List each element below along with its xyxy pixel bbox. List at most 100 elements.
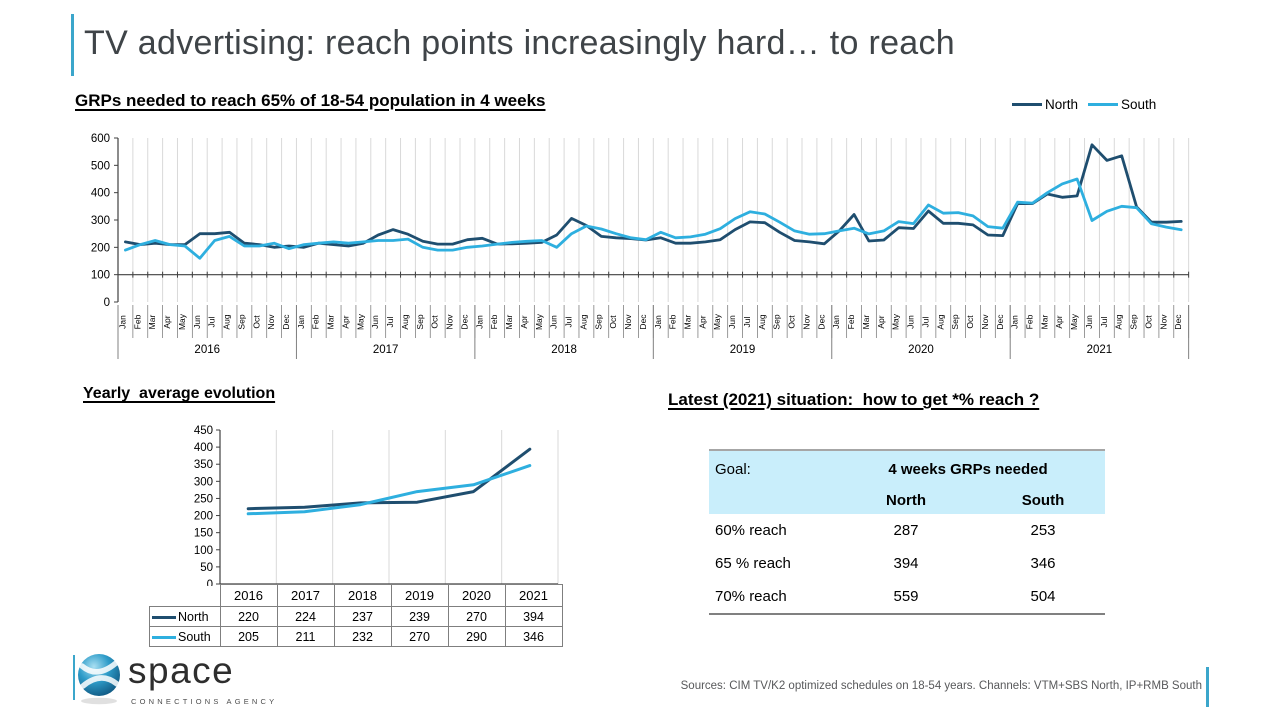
month-label: Jul <box>1099 316 1109 327</box>
month-label: May <box>177 313 187 330</box>
reach-table-goal-label: Goal: <box>715 461 751 478</box>
month-label: Sep <box>593 314 603 329</box>
yearly-heading: Yearly average evolution <box>83 385 276 402</box>
reach-row-label: 70% reach <box>715 588 787 605</box>
month-label: Oct <box>608 315 618 329</box>
month-label: Feb <box>132 314 142 329</box>
yearly-table-legend-cell: North <box>149 606 221 627</box>
month-label: Sep <box>950 314 960 329</box>
legend-label: South <box>1121 97 1157 112</box>
month-label: May <box>534 313 544 330</box>
month-label: Dec <box>995 314 1005 330</box>
month-label: Feb <box>1025 314 1035 329</box>
yearly-table-year-cell: 2021 <box>504 584 563 607</box>
month-label: Dec <box>638 314 648 330</box>
month-label: Jun <box>1084 315 1094 329</box>
month-label: Dec <box>816 314 826 330</box>
yearly-table-value-cell: 232 <box>333 626 392 647</box>
logo-subtitle: CONNECTIONS AGENCY <box>131 697 278 706</box>
legend-item-north: North <box>1012 97 1078 112</box>
month-label: Jun <box>549 315 559 329</box>
year-label: 2020 <box>908 344 934 356</box>
reach-table-row: 65 % reach 394 346 <box>709 547 1105 580</box>
reach-row-south-value: 253 <box>1030 522 1056 539</box>
month-label: Jul <box>207 316 217 327</box>
month-label: Aug <box>222 314 232 329</box>
y-axis-label: 0 <box>104 297 110 309</box>
yearly-table-year-cell: 2016 <box>219 584 278 607</box>
yearly-table-value-cell: 346 <box>504 626 563 647</box>
month-label: Apr <box>1054 315 1064 328</box>
year-label: 2016 <box>194 344 220 356</box>
month-label: Aug <box>935 314 945 329</box>
logo-wordmark: space <box>128 650 235 691</box>
y-axis-label: 500 <box>91 160 110 172</box>
month-label: Oct <box>787 315 797 329</box>
yearly-table: 2016 2017 2018 2019 2020 2021 North 220 224 237 23… <box>149 584 563 647</box>
month-label: Oct <box>251 315 261 329</box>
page-title: TV advertising: reach points increasingl… <box>84 24 955 62</box>
series-line-south <box>124 177 1183 260</box>
yearly-table-year-cell: 2017 <box>276 584 335 607</box>
month-label: Mar <box>147 315 157 330</box>
month-label: May <box>1069 313 1079 330</box>
reach-table-grps-header: 4 weeks GRPs needed <box>888 461 1048 478</box>
reach-table-col-south: South <box>1021 491 1065 509</box>
month-label: Jul <box>564 316 574 327</box>
month-label: Dec <box>1173 314 1183 330</box>
series-line-south <box>246 464 532 516</box>
y-axis-label: 300 <box>91 215 110 227</box>
month-label: Jun <box>727 315 737 329</box>
month-label: Apr <box>340 315 350 328</box>
table-legend-south-line <box>152 635 176 639</box>
reach-table-col-north: North <box>886 491 926 509</box>
yearly-table-value-cell: 239 <box>390 606 449 627</box>
month-label: Sep <box>236 314 246 329</box>
month-label: May <box>891 313 901 330</box>
month-label: Mar <box>504 315 514 330</box>
yearly-table-value-cell: 270 <box>447 606 506 627</box>
year-label: 2019 <box>730 344 756 356</box>
month-label: Jan <box>653 315 663 329</box>
yearly-table-year-cell: 2019 <box>390 584 449 607</box>
yearly-table-row-north: North 220 224 237 239 270 394 <box>149 606 563 627</box>
yearly-table-value-cell: 290 <box>447 626 506 647</box>
yearly-average-chart: 0 50 100 150 200 250 300 350 400 450 <box>170 424 570 591</box>
yearly-table-value-cell: 237 <box>333 606 392 627</box>
month-label: Oct <box>1143 315 1153 329</box>
reach-table-row: 60% reach 287 253 <box>709 514 1105 547</box>
y-axis-label: 600 <box>91 133 110 145</box>
yearly-table-year-cell: 2018 <box>333 584 392 607</box>
month-label: Jun <box>192 315 202 329</box>
logo-accent-bar <box>73 655 75 700</box>
month-label: Nov <box>801 314 811 330</box>
yearly-table-value-cell: 211 <box>276 626 335 647</box>
month-label: Aug <box>400 314 410 329</box>
y-axis-label: 350 <box>194 459 213 471</box>
year-label: 2017 <box>373 344 399 356</box>
main-chart-legend: North South <box>1012 97 1156 112</box>
month-label: Aug <box>1114 314 1124 329</box>
reach-row-label: 65 % reach <box>715 555 791 572</box>
yearly-table-corner-cell <box>150 585 221 607</box>
month-label: Jul <box>385 316 395 327</box>
month-label: Apr <box>876 315 886 328</box>
y-axis-label: 200 <box>194 511 213 523</box>
month-label: Jun <box>906 315 916 329</box>
yearly-average-svg: 0 50 100 150 200 250 300 350 400 450 <box>194 425 559 591</box>
series-line-north <box>246 447 532 511</box>
monthly-grps-chart: 0 100 200 300 400 500 600 Jan Feb Mar Apr May Jun Jul… <box>80 126 1200 367</box>
month-label: Nov <box>266 314 276 330</box>
table-legend-label: South <box>178 629 211 644</box>
month-label: Nov <box>623 314 633 330</box>
month-label: Oct <box>430 315 440 329</box>
y-axis-label: 50 <box>200 562 213 574</box>
y-axis-label: 0 <box>207 579 213 586</box>
yearly-table-value-cell: 394 <box>504 606 563 627</box>
month-label: Dec <box>281 314 291 330</box>
year-label: 2018 <box>551 344 577 356</box>
month-label: Sep <box>415 314 425 329</box>
y-axis-label: 450 <box>194 425 213 437</box>
y-axis-label: 400 <box>194 442 213 454</box>
legend-swatch-south-line <box>1088 103 1119 106</box>
